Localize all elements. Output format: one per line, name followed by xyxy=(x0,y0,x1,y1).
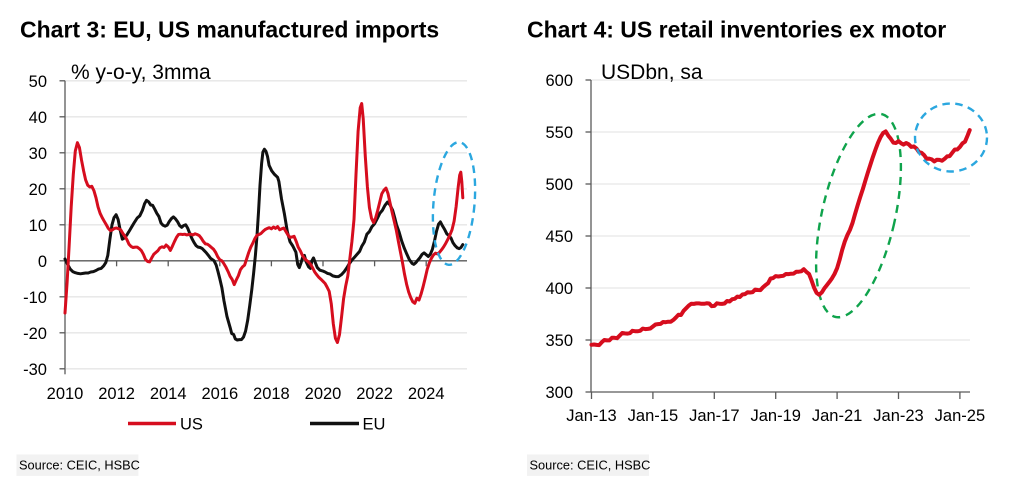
svg-text:40: 40 xyxy=(29,109,47,127)
svg-text:2010: 2010 xyxy=(47,385,84,403)
svg-text:Jan-23: Jan-23 xyxy=(873,407,923,425)
svg-text:500: 500 xyxy=(545,176,573,194)
svg-text:600: 600 xyxy=(545,72,573,90)
svg-text:400: 400 xyxy=(545,280,573,298)
svg-text:2016: 2016 xyxy=(201,385,238,403)
svg-text:Source: CEIC, HSBC: Source: CEIC, HSBC xyxy=(530,458,651,473)
svg-text:350: 350 xyxy=(545,332,573,350)
svg-text:% y-o-y, 3mma: % y-o-y, 3mma xyxy=(71,61,211,84)
svg-text:2012: 2012 xyxy=(98,385,135,403)
svg-text:Chart 4: US retail inventories: Chart 4: US retail inventories ex motor xyxy=(527,17,946,43)
svg-text:-20: -20 xyxy=(23,325,47,343)
svg-text:30: 30 xyxy=(29,145,47,163)
svg-text:550: 550 xyxy=(545,124,573,142)
svg-text:2018: 2018 xyxy=(253,385,290,403)
svg-text:450: 450 xyxy=(545,228,573,246)
svg-text:0: 0 xyxy=(38,253,47,271)
svg-text:2024: 2024 xyxy=(408,385,445,403)
svg-text:Chart 3: EU, US manufactured i: Chart 3: EU, US manufactured imports xyxy=(20,17,439,43)
svg-text:-10: -10 xyxy=(23,289,47,307)
svg-text:Jan-15: Jan-15 xyxy=(628,407,678,425)
svg-text:Jan-19: Jan-19 xyxy=(750,407,800,425)
svg-text:USDbn, sa: USDbn, sa xyxy=(601,61,703,84)
svg-text:EU: EU xyxy=(363,416,386,434)
svg-text:-30: -30 xyxy=(23,361,47,379)
svg-text:US: US xyxy=(180,416,203,434)
svg-text:20: 20 xyxy=(29,181,47,199)
svg-text:Jan-21: Jan-21 xyxy=(812,407,862,425)
svg-text:2014: 2014 xyxy=(150,385,187,403)
svg-text:Jan-25: Jan-25 xyxy=(935,407,985,425)
svg-text:2022: 2022 xyxy=(356,385,393,403)
svg-text:50: 50 xyxy=(29,73,47,91)
svg-text:Jan-17: Jan-17 xyxy=(689,407,739,425)
svg-text:10: 10 xyxy=(29,217,47,235)
svg-text:Source: CEIC, HSBC: Source: CEIC, HSBC xyxy=(19,458,140,473)
svg-text:2020: 2020 xyxy=(305,385,342,403)
svg-text:Jan-13: Jan-13 xyxy=(566,407,616,425)
svg-text:300: 300 xyxy=(545,384,573,402)
